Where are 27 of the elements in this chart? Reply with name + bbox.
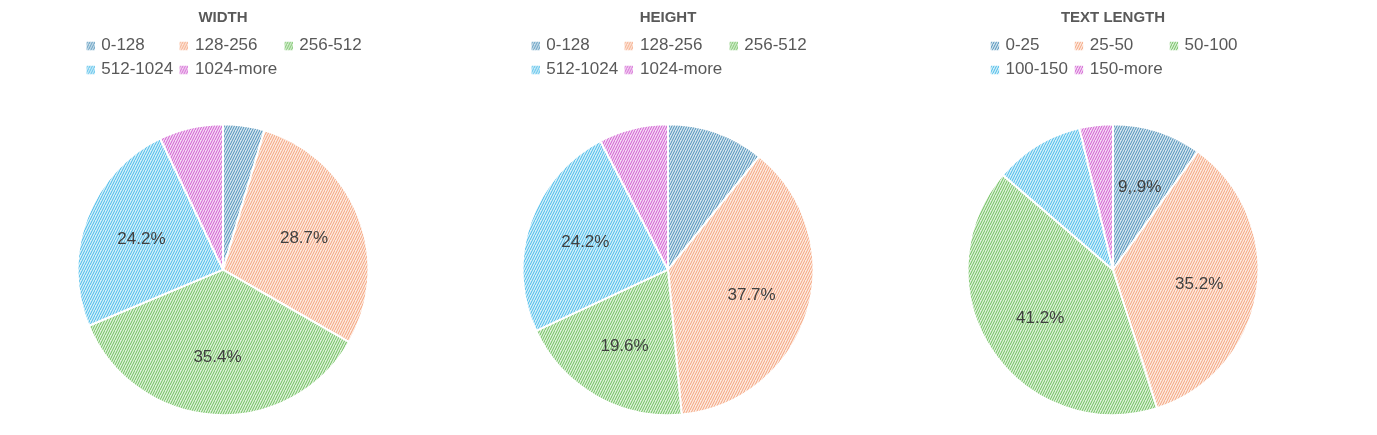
legend-label: 1024-more [640,59,723,79]
data-label: 35.2% [1175,273,1224,293]
legend-label: 0-25 [1005,35,1040,55]
legend-label: 256-512 [299,35,362,55]
legend-label: 1024-more [195,59,278,79]
legend-label: 150-more [1089,59,1163,79]
legend-label: 25-50 [1089,35,1134,55]
data-label: 41.2% [1016,308,1065,328]
legend-label: 256-512 [744,35,807,55]
data-label: 19.6% [600,335,649,355]
legend-label: 512-1024 [101,59,174,79]
data-label: 35.4% [193,347,242,367]
data-label: 9,.9% [1117,177,1162,197]
data-label: 24.2% [117,229,166,249]
legend-label: 128-256 [195,35,258,55]
data-label: 37.7% [727,285,776,305]
data-label: 24.2% [561,232,610,252]
legend-label: 100-150 [1005,59,1068,79]
chart-title: HEIGHT [639,7,697,25]
chart-title: TEXT LENGTH [1060,7,1166,25]
legend-label: 128-256 [640,35,703,55]
legend-label: 0-128 [101,35,145,55]
legend-label: 0-128 [546,35,590,55]
data-label: 28.7% [279,227,329,247]
legend-label: 50-100 [1184,35,1238,55]
chart-title: WIDTH [198,7,248,25]
legend-label: 512-1024 [546,59,619,79]
